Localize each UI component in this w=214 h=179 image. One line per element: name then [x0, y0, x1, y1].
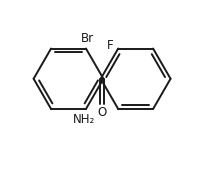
Text: O: O: [97, 106, 107, 119]
Text: F: F: [107, 39, 114, 52]
Text: Br: Br: [81, 32, 94, 45]
Text: NH₂: NH₂: [73, 113, 95, 126]
